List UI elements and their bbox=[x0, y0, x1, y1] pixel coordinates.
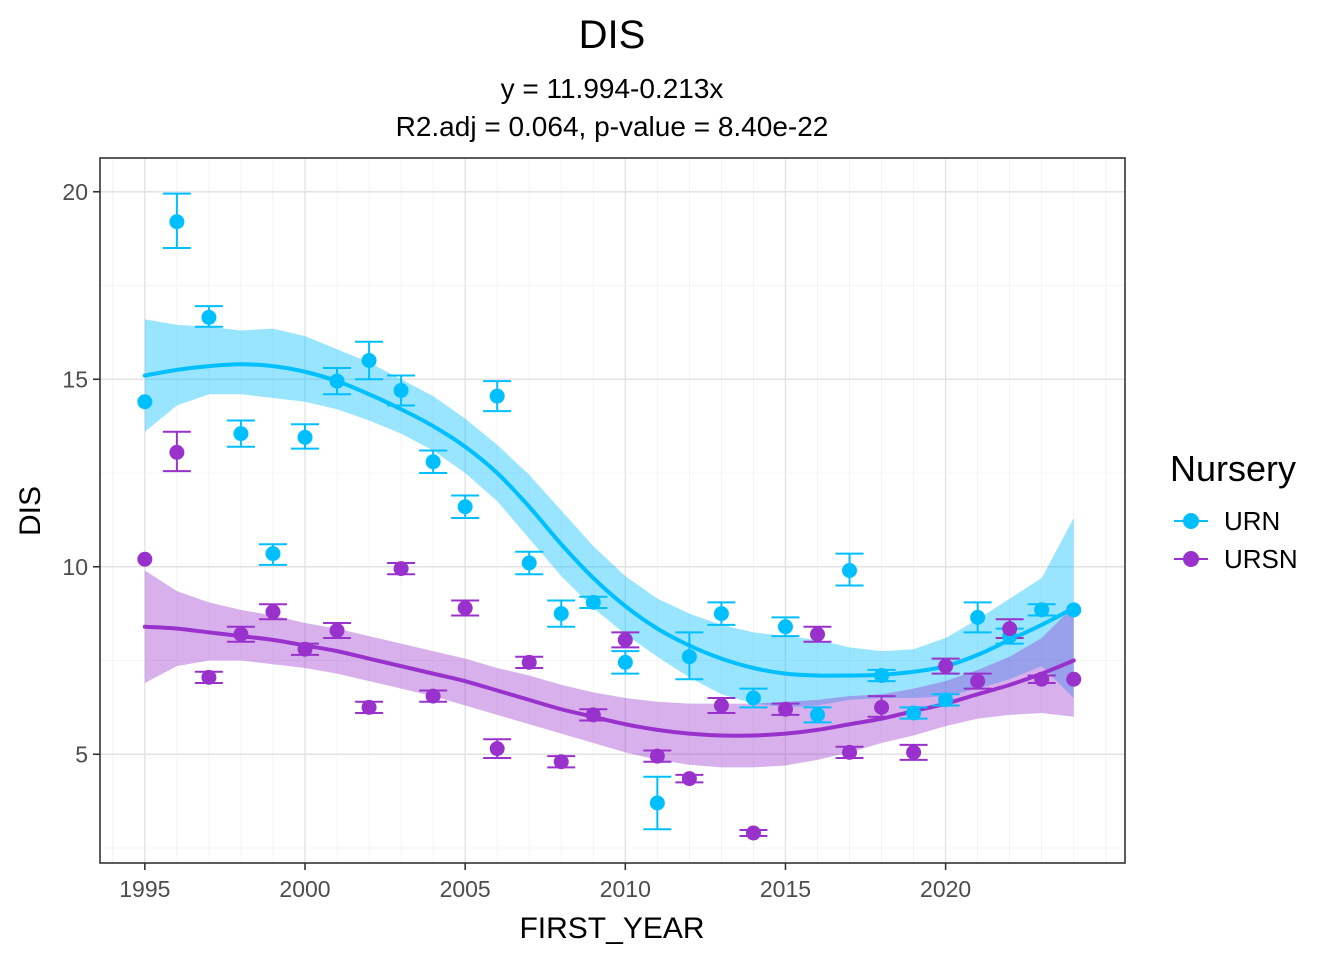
point-urn bbox=[938, 692, 954, 708]
y-axis-title: DIS bbox=[14, 486, 47, 536]
point-ursn bbox=[201, 669, 217, 685]
chart-subtitle-line1: y = 11.994-0.213x bbox=[501, 73, 724, 104]
point-ursn bbox=[777, 701, 793, 717]
data-points bbox=[137, 214, 1082, 841]
point-ursn bbox=[810, 626, 825, 642]
y-tick-label: 15 bbox=[62, 366, 88, 392]
point-urn bbox=[842, 563, 858, 578]
point-urn bbox=[713, 606, 729, 622]
confidence-band-ursn bbox=[144, 570, 1074, 768]
point-urn bbox=[233, 426, 249, 442]
legend-item-ursn: URSN bbox=[1174, 544, 1298, 574]
legend-item-urn: URN bbox=[1174, 506, 1280, 536]
point-ursn bbox=[553, 754, 569, 770]
x-tick-label: 2010 bbox=[600, 876, 651, 902]
y-tick-label: 10 bbox=[62, 554, 88, 580]
point-ursn bbox=[489, 741, 505, 757]
point-ursn bbox=[617, 632, 633, 648]
point-urn bbox=[425, 454, 441, 470]
legend-title: Nursery bbox=[1170, 448, 1296, 489]
confidence-bands bbox=[144, 319, 1074, 768]
point-urn bbox=[970, 609, 986, 625]
point-urn bbox=[265, 546, 281, 562]
point-ursn bbox=[874, 699, 890, 715]
point-ursn bbox=[169, 444, 185, 460]
point-ursn bbox=[329, 623, 345, 638]
point-urn bbox=[553, 606, 569, 622]
point-ursn bbox=[361, 699, 377, 715]
point-urn bbox=[585, 594, 601, 610]
x-tick-label: 1995 bbox=[119, 876, 170, 902]
chart-title: DIS bbox=[579, 13, 646, 57]
x-tick-label: 2015 bbox=[760, 876, 811, 902]
point-urn bbox=[906, 705, 922, 721]
point-ursn bbox=[649, 748, 665, 764]
point-urn bbox=[457, 499, 473, 515]
grid bbox=[100, 158, 1125, 863]
point-urn bbox=[745, 690, 761, 706]
x-tick-label: 2005 bbox=[440, 876, 491, 902]
panel-border bbox=[99, 157, 1126, 864]
point-urn bbox=[1034, 602, 1050, 618]
point-ursn bbox=[425, 688, 441, 704]
point-ursn bbox=[938, 658, 954, 674]
legend-key-point bbox=[1183, 513, 1199, 529]
point-urn bbox=[681, 649, 697, 665]
legend-label: URSN bbox=[1224, 544, 1298, 574]
point-urn bbox=[169, 214, 185, 230]
x-tick-label: 2000 bbox=[279, 876, 330, 902]
point-ursn bbox=[681, 771, 697, 787]
legend-label: URN bbox=[1224, 506, 1280, 536]
axis-ticks: 1995 2000 2005 2010 2015 2020 5 10 15 20 bbox=[62, 179, 971, 902]
confidence-band-urn bbox=[144, 319, 1074, 708]
point-urn bbox=[361, 353, 377, 368]
legend-key-point bbox=[1183, 551, 1199, 567]
x-tick-label: 2020 bbox=[920, 876, 971, 902]
point-ursn bbox=[745, 825, 761, 841]
point-ursn bbox=[1034, 671, 1050, 687]
point-ursn bbox=[970, 673, 986, 689]
point-urn bbox=[297, 429, 313, 445]
point-ursn bbox=[137, 551, 153, 567]
y-tick-label: 20 bbox=[62, 179, 88, 205]
y-tick-label: 5 bbox=[75, 741, 88, 767]
point-ursn bbox=[297, 641, 313, 657]
point-urn bbox=[329, 373, 345, 389]
point-urn bbox=[201, 309, 217, 325]
point-ursn bbox=[585, 707, 601, 723]
point-urn bbox=[810, 707, 825, 723]
point-urn bbox=[393, 383, 409, 398]
point-urn bbox=[617, 654, 633, 670]
point-urn bbox=[874, 668, 890, 683]
smooth-line-urn bbox=[142, 362, 1076, 678]
point-ursn bbox=[393, 561, 409, 577]
point-ursn bbox=[521, 654, 537, 670]
point-urn bbox=[489, 388, 505, 404]
point-urn bbox=[1066, 602, 1082, 618]
point-urn bbox=[521, 555, 537, 571]
x-axis-title: FIRST_YEAR bbox=[519, 912, 704, 945]
point-ursn bbox=[457, 600, 473, 616]
chart-subtitle-line2: R2.adj = 0.064, p-value = 8.40e-22 bbox=[396, 111, 829, 142]
point-ursn bbox=[1066, 671, 1082, 687]
point-ursn bbox=[713, 698, 729, 713]
point-ursn bbox=[233, 626, 249, 642]
point-ursn bbox=[906, 744, 922, 760]
point-ursn bbox=[1002, 621, 1018, 637]
point-urn bbox=[777, 619, 793, 635]
legend: Nursery URN URSN bbox=[1170, 448, 1298, 574]
point-urn bbox=[137, 394, 153, 410]
point-ursn bbox=[265, 604, 281, 620]
point-urn bbox=[649, 795, 665, 811]
point-ursn bbox=[842, 744, 858, 760]
